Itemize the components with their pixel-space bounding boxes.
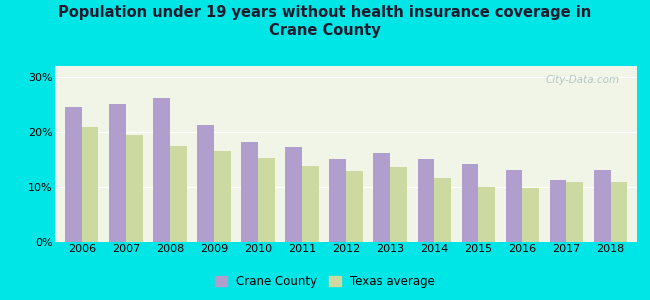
Bar bbox=[462, 164, 478, 242]
Bar bbox=[390, 167, 407, 242]
Bar bbox=[197, 125, 214, 242]
Bar bbox=[567, 182, 583, 242]
Bar bbox=[346, 171, 363, 242]
Bar bbox=[550, 180, 567, 242]
Bar bbox=[417, 159, 434, 242]
Bar bbox=[523, 188, 539, 242]
Bar bbox=[330, 159, 346, 242]
Text: Population under 19 years without health insurance coverage in
Crane County: Population under 19 years without health… bbox=[58, 4, 592, 38]
Bar bbox=[170, 146, 187, 242]
Bar bbox=[374, 153, 390, 242]
Bar bbox=[241, 142, 258, 242]
Bar bbox=[285, 147, 302, 242]
Text: City-Data.com: City-Data.com bbox=[545, 75, 619, 85]
Bar bbox=[610, 182, 627, 242]
Bar bbox=[214, 151, 231, 242]
Bar bbox=[478, 187, 495, 242]
Bar bbox=[153, 98, 170, 242]
Bar bbox=[125, 135, 142, 242]
Bar bbox=[434, 178, 451, 242]
Bar bbox=[65, 107, 82, 242]
Bar bbox=[82, 128, 98, 242]
Bar bbox=[302, 166, 318, 242]
Bar bbox=[109, 104, 125, 242]
Bar bbox=[594, 170, 610, 242]
Bar bbox=[258, 158, 275, 242]
Bar bbox=[506, 170, 523, 242]
Legend: Crane County, Texas average: Crane County, Texas average bbox=[210, 270, 440, 292]
